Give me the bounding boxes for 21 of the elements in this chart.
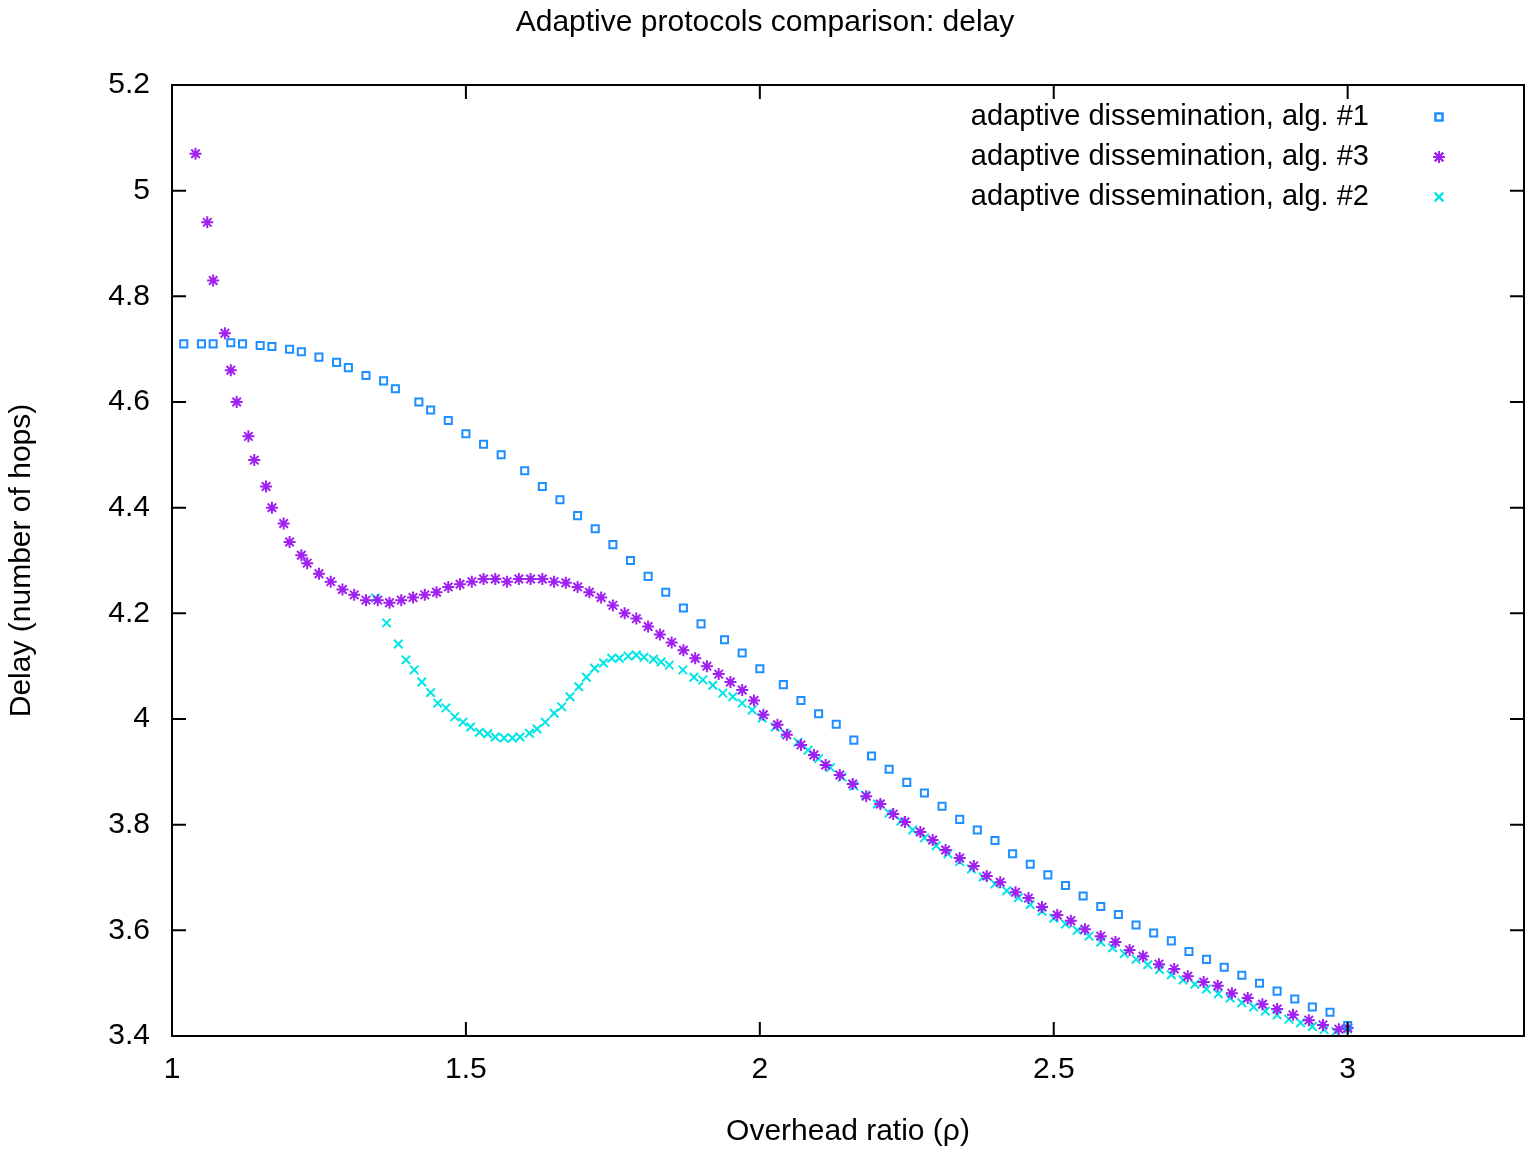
legend-label: adaptive dissemination, alg. #1 [970, 99, 1369, 131]
y-tick-label: 4 [133, 700, 150, 734]
y-tick-label: 5.2 [108, 66, 150, 100]
y-tick-label: 5 [133, 171, 150, 205]
x-tick-label: 3 [1339, 1051, 1356, 1085]
y-tick-label: 3.4 [108, 1017, 150, 1051]
y-tick-label: 4.2 [108, 594, 150, 628]
y-tick-label: 4.4 [108, 488, 150, 522]
y-tick-label: 4.6 [108, 383, 150, 417]
x-tick-label: 2 [751, 1051, 769, 1085]
y-tick-label: 3.8 [108, 805, 150, 839]
legend-label: adaptive dissemination, alg. #3 [970, 139, 1369, 171]
x-tick-label: 1.5 [445, 1051, 487, 1085]
x-tick-label: 2.5 [1032, 1051, 1075, 1085]
y-tick-label: 3.6 [108, 911, 150, 945]
x-tick-label: 1 [163, 1051, 181, 1085]
x-axis-title: Overhead ratio (ρ) [726, 1113, 970, 1147]
y-axis-title: Delay (number of hops) [3, 403, 37, 718]
chart-title: Adaptive protocols comparison: delay [515, 4, 1015, 38]
legend-label: adaptive dissemination, alg. #2 [970, 179, 1369, 211]
y-tick-label: 4.8 [108, 277, 150, 311]
